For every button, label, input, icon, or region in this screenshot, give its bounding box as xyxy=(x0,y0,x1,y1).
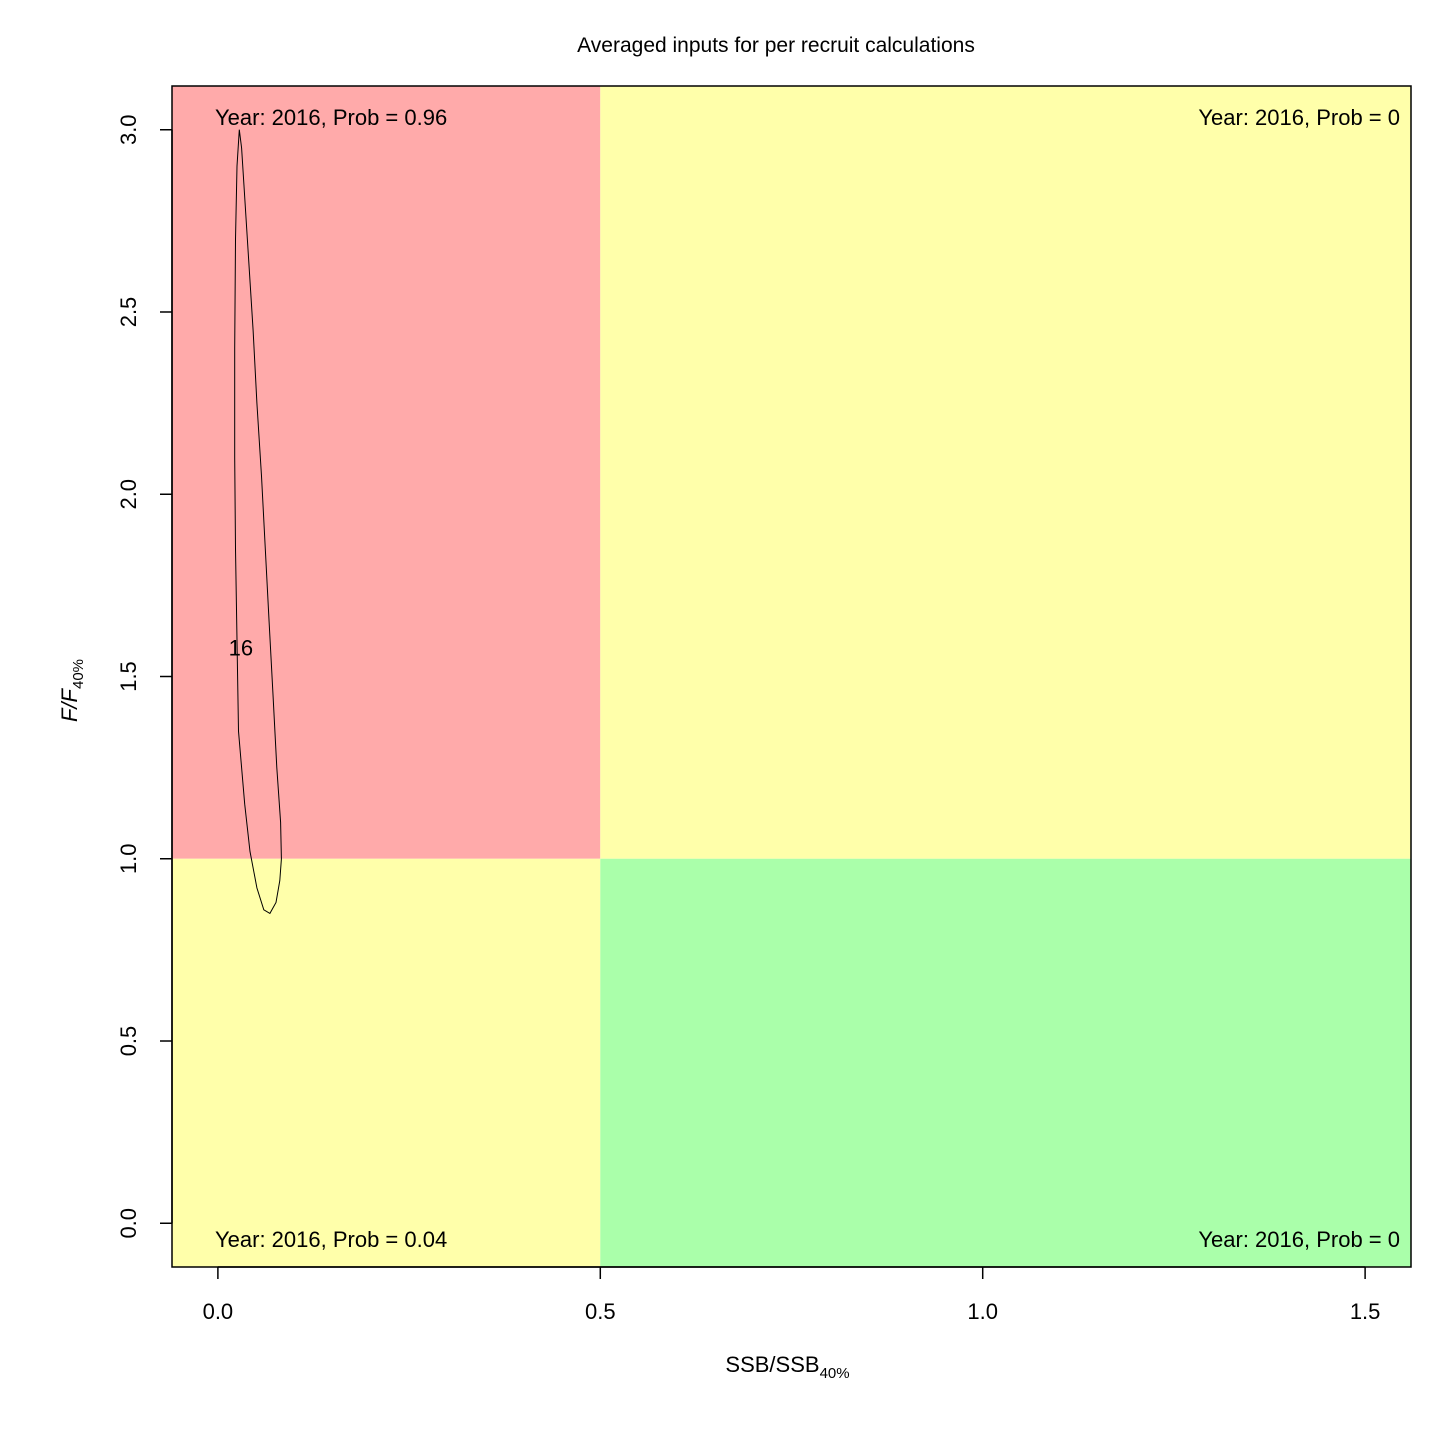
annotation-healthy: Year: 2016, Prob = 0 xyxy=(1198,1227,1400,1252)
y-tick-label: 0.0 xyxy=(116,1208,141,1239)
quadrant-layer xyxy=(172,86,1411,1267)
x-tick-label: 0.5 xyxy=(585,1299,616,1324)
annotation-overfished-no-overfishing: Year: 2016, Prob = 0.04 xyxy=(215,1227,447,1252)
y-axis-label-sub: 40% xyxy=(70,659,87,689)
y-axis-label-main: F/F xyxy=(57,687,82,722)
y-tick-label: 3.0 xyxy=(116,114,141,145)
y-tick-label: 1.5 xyxy=(116,661,141,692)
y-tick-label: 0.5 xyxy=(116,1026,141,1057)
x-tick-label: 1.0 xyxy=(967,1299,998,1324)
contour-layer: 16 xyxy=(229,129,282,915)
y-tick-label: 2.5 xyxy=(116,297,141,328)
quadrant-healthy xyxy=(600,858,1411,1267)
x-axis-label: SSB/SSB40% xyxy=(725,1352,849,1382)
quadrant-annotations: Year: 2016, Prob = 0.96 Year: 2016, Prob … xyxy=(215,105,1400,1252)
probability-contour xyxy=(234,129,282,915)
y-axis: 0.0 0.5 1.0 1.5 2.0 2.5 3.0 xyxy=(116,114,173,1239)
x-axis: 0.0 0.5 1.0 1.5 xyxy=(203,1266,1381,1324)
y-tick-label: 1.0 xyxy=(116,843,141,874)
chart-title: Averaged inputs for per recruit calculat… xyxy=(577,34,975,57)
quadrant-overfished-overfishing xyxy=(172,86,601,859)
y-axis-label: F/F40% xyxy=(57,659,87,722)
y-tick-label: 2.0 xyxy=(116,479,141,510)
quadrant-healthy-overfishing xyxy=(600,86,1411,859)
annotation-overfished-overfishing: Year: 2016, Prob = 0.96 xyxy=(215,105,447,130)
contour-label: 16 xyxy=(229,635,253,660)
quadrant-overfished-no-overfishing xyxy=(172,858,601,1267)
annotation-healthy-overfishing: Year: 2016, Prob = 0 xyxy=(1198,105,1400,130)
x-axis-label-main: SSB/SSB xyxy=(725,1352,819,1377)
x-tick-label: 1.5 xyxy=(1350,1299,1381,1324)
x-tick-label: 0.0 xyxy=(203,1299,234,1324)
x-axis-label-sub: 40% xyxy=(820,1365,850,1382)
